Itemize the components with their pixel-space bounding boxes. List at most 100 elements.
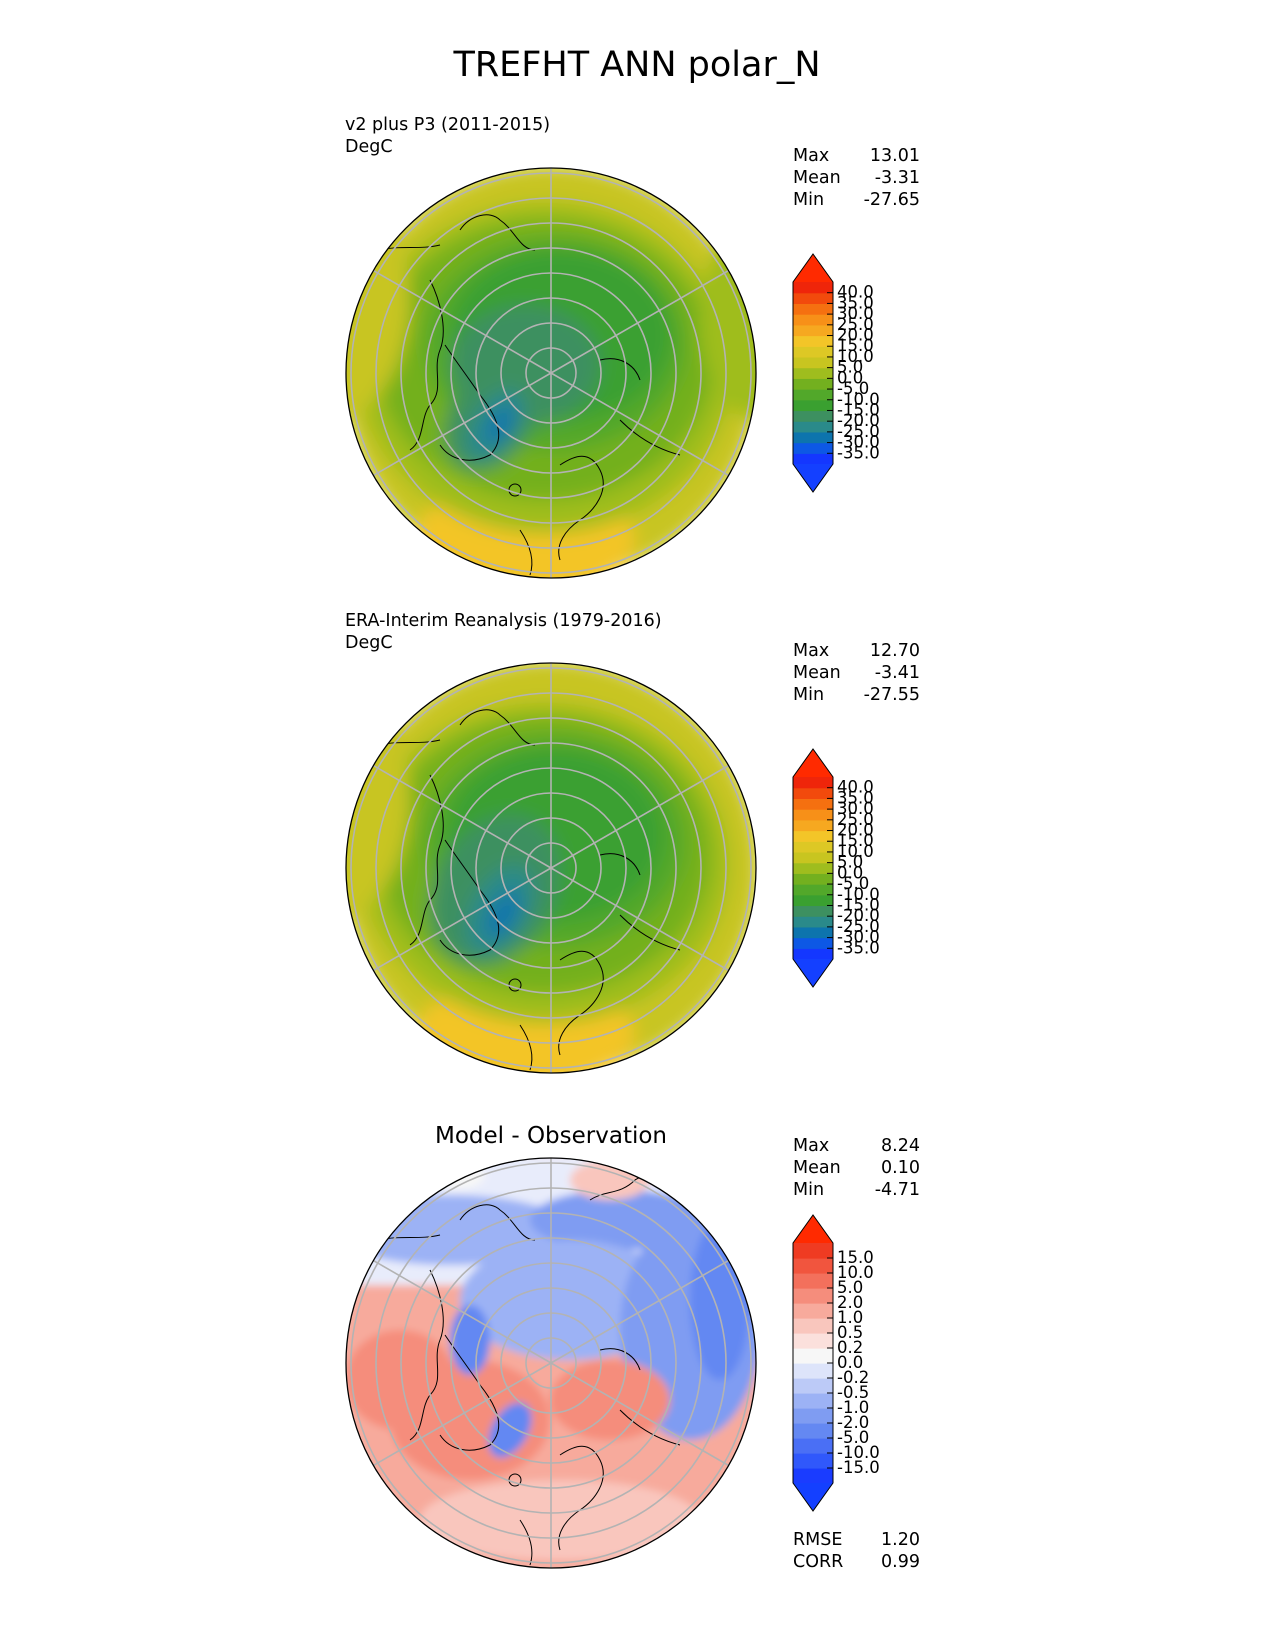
stat-rmse-value: 1.20 <box>881 1530 920 1550</box>
colorbar-tick-label: -5.0 <box>837 874 869 893</box>
colorbar-outline <box>792 1214 834 1512</box>
colorbar-bin <box>793 1258 833 1274</box>
stat-corr-label: CORR <box>793 1552 843 1572</box>
colorbar-tick-label: -20.0 <box>837 906 880 925</box>
figure-title: TREFHT ANN polar_N <box>452 45 820 85</box>
colorbar-outline <box>792 748 834 988</box>
panel-model-subtitle: v2 plus P3 (2011-2015) <box>345 115 550 135</box>
stat-rmse-label: RMSE <box>793 1530 842 1550</box>
colorbar-bin <box>793 1243 833 1259</box>
colorbar-tick-label: 10.0 <box>837 347 874 366</box>
colorbar-bin <box>793 787 833 800</box>
colorbar-bin <box>793 948 833 960</box>
map-boundary <box>345 167 757 579</box>
colorbar-tick-label: 0.5 <box>837 1323 863 1342</box>
colorbar-tick-label: 15.0 <box>837 831 874 850</box>
colorbar-bin <box>793 314 833 326</box>
colorbar-tick-label: 25.0 <box>837 315 874 334</box>
stat-mean-value: -3.41 <box>875 663 920 683</box>
stat-corr-value: 0.99 <box>881 1552 920 1572</box>
colorbar-tick-label: 0.0 <box>837 368 863 387</box>
colorbar-tick-label: 0.0 <box>837 1353 863 1372</box>
colorbar-bin <box>793 1363 833 1379</box>
colorbar-bin <box>793 894 833 907</box>
colorbar-bin <box>793 356 833 369</box>
colorbar-tick-label: 35.0 <box>837 788 874 807</box>
temperature-field <box>346 663 756 1073</box>
colorbar-tick-label: 40.0 <box>837 283 874 302</box>
colorbar-bin <box>793 809 833 821</box>
colorbar-bin <box>793 798 833 810</box>
colorbar-bin <box>793 292 833 305</box>
colorbar-bin <box>793 1288 833 1304</box>
colorbar-tick-label: 0.0 <box>837 863 863 882</box>
colorbar-tick-label: -35.0 <box>837 938 880 957</box>
stat-mean-label: Mean <box>793 663 841 683</box>
stat-mean-value: -3.31 <box>875 168 920 188</box>
colorbar-bin <box>793 777 833 789</box>
graticule <box>350 168 752 578</box>
colorbar-tick-label: 2.0 <box>837 1293 863 1312</box>
colorbar-tick-label: 5.0 <box>837 358 863 377</box>
colorbar-tick-label: -10.0 <box>837 390 880 409</box>
panel-model-map <box>346 168 756 578</box>
colorbar-tick-label: -15.0 <box>837 895 880 914</box>
colorbar-tick-label: -10.0 <box>837 1443 880 1462</box>
colorbar-tick-label: -2.0 <box>837 1413 869 1432</box>
panel-diff-map <box>346 1158 756 1568</box>
colorbar-tick-label: 0.2 <box>837 1338 863 1357</box>
panel-model-units: DegC <box>345 137 393 157</box>
stats-box: Max 12.70 Mean -3.41 Min -27.55 <box>793 641 920 705</box>
stat-min-value: -27.55 <box>864 685 920 705</box>
colorbar-bin <box>793 399 833 412</box>
colorbar-bin <box>793 905 833 917</box>
colorbar-tick-label: -0.5 <box>837 1383 869 1402</box>
panel-obs-subtitle: ERA-Interim Reanalysis (1979-2016) <box>345 611 662 631</box>
colorbar-tick-label: -5.0 <box>837 379 869 398</box>
colorbar-bin <box>793 303 833 315</box>
colorbar-bin <box>793 324 833 337</box>
colorbar-tick-label: -15.0 <box>837 1458 880 1477</box>
graticule <box>350 1158 752 1568</box>
colorbar-bin <box>793 1408 833 1424</box>
colorbar-bin <box>793 1348 833 1364</box>
colorbar-tick-label: 5.0 <box>837 1278 863 1297</box>
map-boundary <box>345 1157 757 1569</box>
colorbar-bin <box>793 819 833 832</box>
colorbar-bin <box>793 841 833 853</box>
stat-max-label: Max <box>793 146 829 166</box>
colorbar-extend-under <box>793 1483 833 1511</box>
colorbar-bin <box>793 1468 833 1484</box>
colorbar-bin <box>793 346 833 358</box>
colorbar-extend-under <box>793 464 833 492</box>
colorbar-bin <box>793 282 833 294</box>
colorbar-bin <box>793 1423 833 1439</box>
stat-max-value: 12.70 <box>870 641 920 661</box>
stat-max-value: 8.24 <box>881 1136 920 1156</box>
colorbar-tick-label: 40.0 <box>837 778 874 797</box>
colorbar-extend-under <box>793 959 833 987</box>
stat-mean-label: Mean <box>793 168 841 188</box>
colorbar-bin <box>793 916 833 928</box>
colorbar-bin <box>793 367 833 379</box>
colorbar: 15.010.05.02.01.00.50.20.0-0.2-0.5-1.0-2… <box>792 1214 880 1512</box>
colorbar-extend-over <box>793 749 833 777</box>
colorbar-tick-label: 30.0 <box>837 304 874 323</box>
colorbar-bin <box>793 1453 833 1469</box>
colorbar-bin <box>793 335 833 347</box>
colorbar-tick-label: -10.0 <box>837 885 880 904</box>
panel-model: v2 plus P3 (2011-2015) DegC <box>345 115 920 579</box>
colorbar-tick-label: 1.0 <box>837 1308 863 1327</box>
error-stats: RMSE 1.20 CORR 0.99 <box>793 1530 920 1572</box>
panel-observation: ERA-Interim Reanalysis (1979-2016) DegC <box>345 611 920 1074</box>
colorbar-bin <box>793 1378 833 1394</box>
colorbar: 40.035.030.025.020.015.010.05.00.0-5.0-1… <box>792 748 880 988</box>
colorbar-bin <box>793 862 833 874</box>
graticule <box>350 663 752 1073</box>
colorbar-outline <box>792 253 834 493</box>
colorbar-bin <box>793 389 833 401</box>
colorbar-bin <box>793 1438 833 1454</box>
colorbar-tick-label: -30.0 <box>837 433 880 452</box>
colorbar-tick-label: 35.0 <box>837 293 874 312</box>
stat-mean-label: Mean <box>793 1158 841 1178</box>
